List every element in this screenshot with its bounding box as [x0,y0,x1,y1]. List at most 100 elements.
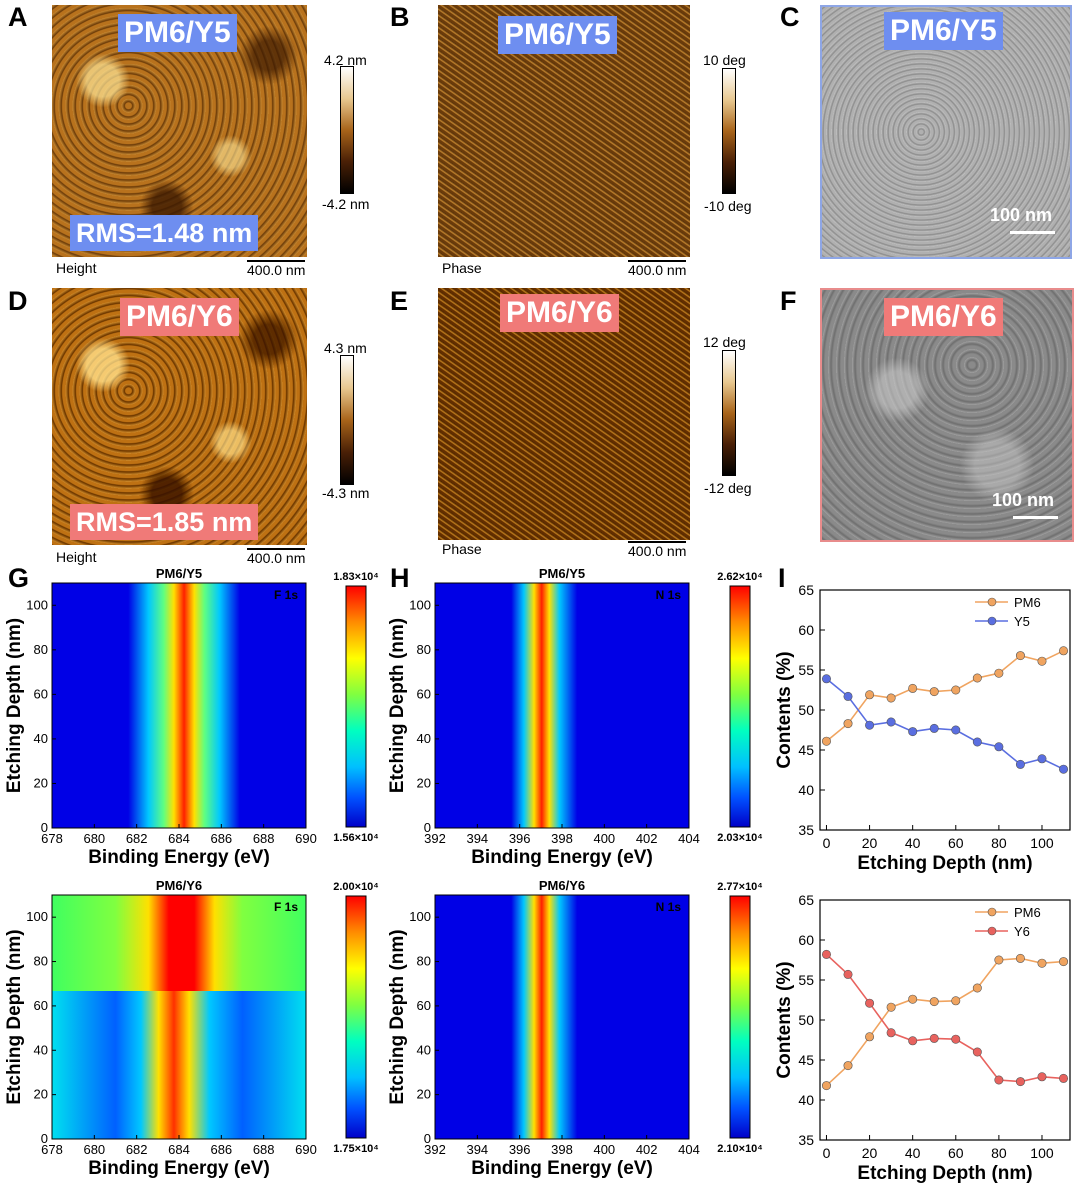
x-tick-label: 402 [636,831,658,846]
scale-bar [1013,516,1058,519]
x-axis-label: Binding Energy (eV) [88,847,270,868]
colorbar-min-label: 1.56×10⁴ [333,832,379,844]
x-tick-label: 404 [678,831,700,846]
x-tick-label: 392 [424,1142,446,1157]
scale-bar [247,548,305,550]
y-tick-label: 60 [417,998,431,1013]
x-tick-label: 394 [466,1142,488,1157]
y-tick-label: 20 [34,1087,48,1102]
afm-mode-label: Phase [442,541,482,557]
xps-map-f1s-pm6y6-lower [52,991,306,1139]
xps-map-f1s-pm6y5 [52,583,306,828]
data-point-y6 [1037,1072,1047,1082]
legend-label: PM6 [1014,595,1041,610]
y-tick-label: 35 [798,1132,814,1148]
sample-tag: PM6/Y5 [498,16,617,54]
x-axis-label: Etching Depth (nm) [857,853,1032,874]
y-tick-label: 0 [41,1131,48,1146]
x-tick-label: 0 [823,1145,831,1161]
data-point-y6 [886,1028,896,1038]
data-point-y5 [1037,754,1047,764]
y-tick-label: 55 [798,662,814,678]
y-tick-label: 0 [424,1131,431,1146]
x-tick-label: 688 [253,1142,275,1157]
data-point-y6 [865,998,875,1008]
legend-marker [987,616,997,626]
x-tick-label: 396 [509,1142,531,1157]
data-point-y5 [843,691,853,701]
data-point-y5 [929,723,939,733]
y-tick-label: 100 [26,909,48,924]
data-point-y6 [994,1075,1004,1085]
series-line-y6 [825,953,1064,1083]
xps-map-f1s-pm6y6-upper [52,895,306,991]
y-tick-label: 60 [798,622,814,638]
data-point-y6 [1015,1077,1025,1087]
x-tick-label: 392 [424,831,446,846]
panel-letter-h: H [390,563,410,593]
legend-marker [987,597,997,607]
afm-mode-label: Phase [442,260,482,276]
map-title: PM6/Y6 [156,878,202,893]
data-point-pm6 [1059,957,1069,967]
data-point-y6 [821,949,831,959]
colorbar-min-label: 2.10×10⁴ [717,1143,763,1155]
map-element-label: N 1s [656,588,682,602]
y-axis-label: Contents (%) [776,961,795,1078]
colorbar-min-label: -4.3 nm [322,485,370,501]
contents-line-charts: 35 40 45 50 55 60 65 0 20 40 60 80 100 Etching Depth … [776,582,1071,1184]
panel-letter-c: C [780,2,800,32]
y-tick-label: 0 [424,820,431,835]
y-tick-label: 40 [417,731,431,746]
x-tick-label: 40 [905,835,921,851]
y-tick-label: 20 [417,775,431,790]
legend-label: Y6 [1014,924,1030,939]
data-point-pm6 [908,683,918,693]
colorbar-min-label: -12 deg [704,480,752,496]
x-tick-label: 40 [905,1145,921,1161]
y-tick-label: 60 [34,686,48,701]
y-axis-label: Etching Depth (nm) [4,929,25,1104]
x-tick-label: 20 [862,835,878,851]
x-tick-label: 404 [678,1142,700,1157]
x-tick-label: 80 [991,835,1007,851]
x-tick-label: 682 [126,831,148,846]
x-tick-label: 398 [551,1142,573,1157]
x-tick-label: 398 [551,831,573,846]
y-tick-label: 60 [417,686,431,701]
legend-label: Y5 [1014,614,1030,629]
colorbar-max-label: 4.2 nm [324,52,367,68]
data-point-y5 [951,725,961,735]
colorbar-max-label: 1.83×10⁴ [333,571,379,583]
y-tick-label: 20 [417,1087,431,1102]
phase-colorbar [722,350,736,476]
colorbar-max-label: 4.3 nm [324,340,367,356]
panel-letter-f: F [780,286,797,316]
x-tick-label: 686 [210,1142,232,1157]
y-tick-label: 50 [798,702,814,718]
xps-colorbar [729,895,751,1139]
scale-bar [628,260,686,262]
data-point-pm6 [865,690,875,700]
x-tick-label: 678 [41,831,63,846]
y-tick-label: 80 [34,642,48,657]
data-point-pm6 [821,1081,831,1091]
data-point-pm6 [1015,651,1025,661]
data-point-pm6 [929,687,939,697]
map-element-label: N 1s [656,900,682,914]
x-tick-label: 680 [83,831,105,846]
data-point-y5 [972,737,982,747]
panel-letter-g: G [8,563,30,593]
scale-bar-label: 400.0 nm [628,543,687,559]
map-element-label: F 1s [274,588,298,602]
y-tick-label: 65 [798,582,814,598]
map-title: PM6/Y5 [539,566,585,581]
y-tick-label: 60 [34,998,48,1013]
scale-bar-label: 100 nm [992,490,1055,510]
data-point-y6 [972,1047,982,1057]
rms-value: RMS=1.85 nm [70,504,259,540]
sample-tag: PM6/Y6 [120,298,239,336]
data-point-y6 [951,1034,961,1044]
y-tick-label: 40 [798,782,814,798]
x-tick-label: 100 [1030,1145,1054,1161]
